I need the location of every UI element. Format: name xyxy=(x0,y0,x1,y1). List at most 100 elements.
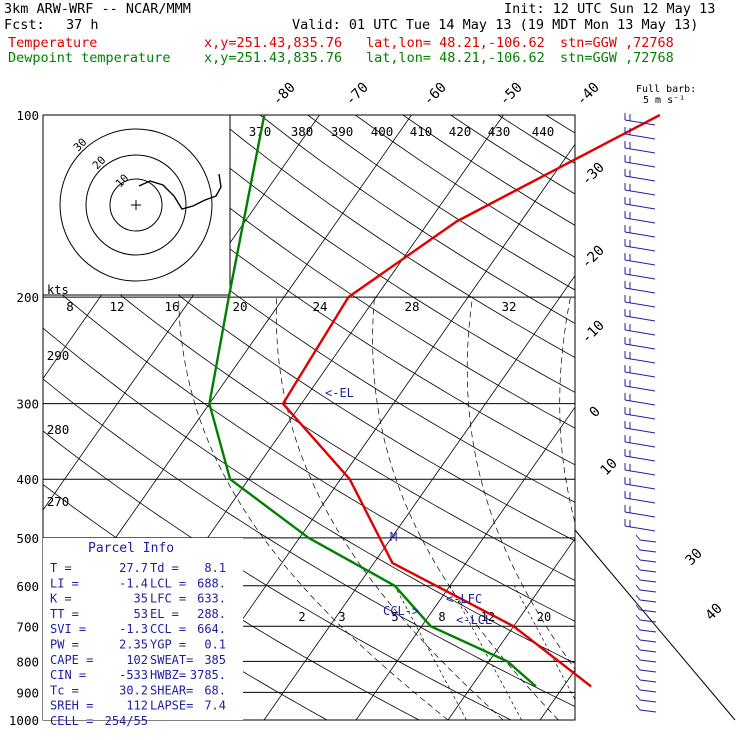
wind-barb xyxy=(639,649,657,653)
wind-barb xyxy=(639,599,657,603)
wind-barb xyxy=(639,549,657,553)
hodo-speed-label: 12 xyxy=(109,299,124,314)
wind-barb xyxy=(635,704,641,711)
barb-legend-unit: 5 m s⁻¹ xyxy=(643,95,685,106)
pressure-tick-label: 800 xyxy=(16,654,39,669)
wind-barb xyxy=(635,574,641,581)
parcel-param-value: 664. xyxy=(197,622,226,636)
parcel-param-value: 0.1 xyxy=(204,638,226,652)
lcl-marker: <-LCL xyxy=(456,613,492,627)
pressure-tick-label: 400 xyxy=(16,472,39,487)
parcel-param-label: Tc = xyxy=(50,683,79,697)
parcel-param-label: EL = xyxy=(150,607,179,621)
moist-adiabat xyxy=(735,297,740,720)
pressure-tick-label: 200 xyxy=(16,290,39,305)
isotherm-label: 40 xyxy=(703,601,726,624)
parcel-param-value: 633. xyxy=(197,592,226,606)
barb-legend-title: Full barb: xyxy=(636,84,696,95)
parcel-param-label: SREH = xyxy=(50,699,93,713)
theta-label: 430 xyxy=(488,124,511,139)
pressure-tick-label: 700 xyxy=(16,619,39,634)
dry-adiabat xyxy=(164,115,575,393)
mixing-ratio-line xyxy=(394,585,467,720)
dry-adiabat xyxy=(593,115,740,720)
hodograph-axis-label: kts xyxy=(47,283,69,297)
isotherm-label: 10 xyxy=(598,456,621,479)
parcel-param-label: T = xyxy=(50,561,72,575)
wind-barb xyxy=(639,669,657,673)
isotherm-line xyxy=(263,275,575,720)
theta-label: 380 xyxy=(291,124,314,139)
el-marker: <-EL xyxy=(325,386,354,400)
parcel-param-label: TT = xyxy=(50,607,79,621)
dry-adiabat xyxy=(43,181,575,542)
isotherm-label: -40 xyxy=(574,80,603,109)
fcst-label: Fcst: xyxy=(4,17,45,33)
hodo-speed-label: 32 xyxy=(501,299,516,314)
wind-barb xyxy=(639,609,657,613)
valid-time: Valid: 01 UTC Tue 14 May 13 (19 MDT Mon … xyxy=(292,17,699,33)
isotherm-label: -80 xyxy=(270,80,299,109)
mixing-ratio-label: 8 xyxy=(438,610,445,624)
parcel-param-value: 8.1 xyxy=(204,561,226,575)
wind-barb xyxy=(639,709,657,713)
hodograph-ring xyxy=(109,178,163,232)
parcel-panel xyxy=(43,538,243,720)
theta-label: 280 xyxy=(47,422,70,437)
dewpoint-stn: stn=GGW ,72768 xyxy=(560,50,674,66)
dry-adiabat xyxy=(116,115,575,429)
parcel-param-label: SWEAT= xyxy=(150,653,193,667)
parcel-param-label: SVI = xyxy=(50,622,86,636)
dry-adiabat xyxy=(641,115,740,720)
temperature-profile xyxy=(281,113,661,688)
dewpoint-latlon: lat,lon= 48.21,-106.62 xyxy=(366,50,545,66)
dry-adiabat xyxy=(497,115,575,164)
parcel-param-value: -533 xyxy=(119,668,148,682)
dewpoint-xy: x,y=251.43,835.76 xyxy=(204,50,343,66)
wind-barb xyxy=(635,594,641,601)
wind-barb xyxy=(635,664,641,671)
parcel-param-label: LAPSE= xyxy=(150,699,193,713)
parcel-param-label: YGP = xyxy=(150,638,186,652)
parcel-param-value: 35 xyxy=(134,592,148,606)
dry-adiabat xyxy=(69,115,575,466)
fcst-value: 37 h xyxy=(66,17,99,33)
isotherm-label: -60 xyxy=(421,80,450,109)
dry-adiabat xyxy=(355,115,575,258)
theta-label: 400 xyxy=(371,124,394,139)
parcel-param-value: 385 xyxy=(204,653,226,667)
pressure-tick-label: 100 xyxy=(16,108,39,123)
theta-label: 410 xyxy=(410,124,433,139)
wind-barb xyxy=(639,659,657,663)
parcel-param-value: 68. xyxy=(204,683,226,697)
parcel-param-value: 3785. xyxy=(190,668,226,682)
wind-barb xyxy=(639,559,657,563)
parcel-param-label: CCL = xyxy=(150,622,186,636)
wind-barb xyxy=(635,674,641,681)
theta-label: 390 xyxy=(331,124,354,139)
isotherm-label: -20 xyxy=(579,243,608,272)
dry-adiabat xyxy=(43,134,575,503)
wind-barb xyxy=(639,689,657,693)
parcel-param-label: SHEAR= xyxy=(150,683,193,697)
parcel-param-value: 288. xyxy=(197,607,226,621)
hodo-speed-label: 20 xyxy=(232,299,247,314)
wind-barb xyxy=(635,654,641,661)
mixing-ratio-line xyxy=(514,585,575,701)
parcel-info-title: Parcel Info xyxy=(88,541,174,556)
theta-label: 270 xyxy=(47,494,70,509)
hodo-speed-label: 8 xyxy=(66,299,74,314)
hodo-speed-label: 28 xyxy=(404,299,419,314)
hodo-speed-label: 24 xyxy=(312,299,327,314)
parcel-param-value: 27.7 xyxy=(119,561,148,575)
parcel-param-label: LFC = xyxy=(150,592,186,606)
wind-barb xyxy=(639,579,657,583)
parcel-param-label: CELL = xyxy=(50,714,93,728)
moist-adiabat xyxy=(178,297,449,720)
isotherm-label: -70 xyxy=(343,80,372,109)
theta-label: 440 xyxy=(532,124,555,139)
theta-label: 420 xyxy=(449,124,472,139)
isotherm-line xyxy=(724,115,740,720)
